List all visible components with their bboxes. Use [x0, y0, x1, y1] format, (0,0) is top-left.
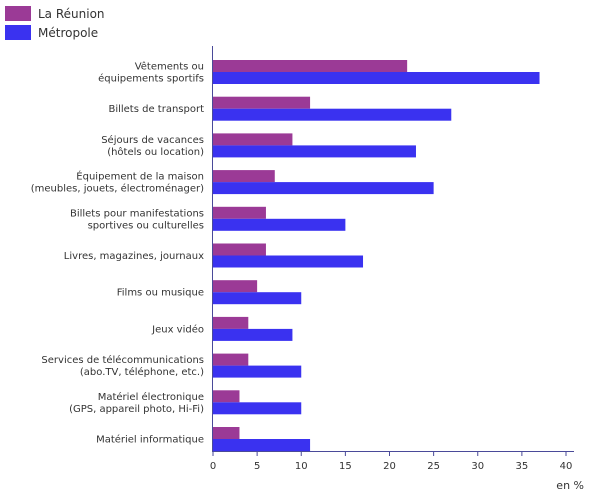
legend-label-metropole: Métropole: [38, 26, 98, 40]
category-label: Billets de transport: [108, 104, 204, 115]
x-tick-label: 40: [560, 461, 573, 472]
category-label: (abo.TV, téléphone, etc.): [80, 366, 204, 378]
bar-la-reunion-10: [213, 390, 240, 403]
category-label: (hôtels ou location): [107, 146, 204, 158]
bar-metropole-3: [213, 145, 416, 158]
bar-la-reunion-6: [213, 243, 266, 256]
x-tick-label: 30: [471, 461, 484, 472]
category-label: sportives ou culturelles: [88, 220, 204, 231]
legend-swatch-metropole: [5, 25, 31, 40]
legend: La Réunion Métropole: [5, 6, 105, 40]
x-tick-label: 0: [210, 461, 216, 472]
category-label: Jeux vidéo: [151, 323, 204, 335]
bar-la-reunion-7: [213, 280, 258, 293]
bar-metropole-8: [213, 328, 293, 341]
bar-metropole-6: [213, 255, 364, 268]
bar-la-reunion-1: [213, 60, 408, 72]
bars: [213, 60, 540, 451]
bar-la-reunion-4: [213, 170, 275, 183]
legend-swatch-la-reunion: [5, 6, 31, 21]
bar-la-reunion-3: [213, 133, 293, 146]
bar-metropole-1: [213, 72, 540, 84]
category-label: (meubles, jouets, électroménager): [31, 183, 204, 195]
category-label: Films ou musique: [117, 288, 204, 299]
x-axis-unit-label: en %: [556, 479, 584, 492]
category-label: Services de télécommunications: [41, 354, 204, 366]
bar-la-reunion-2: [213, 96, 311, 109]
bar-metropole-7: [213, 292, 302, 305]
category-label: Matériel informatique: [96, 434, 204, 446]
x-tick-label: 35: [516, 461, 529, 472]
category-label: Séjours de vacances: [101, 134, 204, 146]
category-label: Billets pour manifestations: [70, 208, 204, 219]
category-label: Équipement de la maison: [76, 170, 204, 183]
bar-metropole-9: [213, 365, 302, 378]
bar-metropole-2: [213, 108, 452, 121]
x-tick-label: 5: [254, 461, 260, 472]
x-tick-label: 10: [295, 461, 308, 472]
category-label: (GPS, appareil photo, Hi-Fi): [69, 404, 204, 415]
bar-metropole-5: [213, 218, 346, 231]
bar-la-reunion-11: [213, 427, 240, 439]
bar-metropole-4: [213, 182, 434, 195]
bar-la-reunion-9: [213, 353, 249, 366]
bar-metropole-11: [213, 439, 311, 451]
category-label: Livres, magazines, journaux: [64, 251, 204, 262]
category-label: équipements sportifs: [98, 73, 204, 85]
bar-la-reunion-5: [213, 206, 266, 219]
x-ticks: 0 5 10 15 20 25 30 35 40: [210, 452, 573, 472]
category-label: Vêtements ou: [135, 61, 204, 73]
x-tick-label: 20: [383, 461, 396, 472]
x-tick-label: 15: [339, 461, 352, 472]
axes: [212, 46, 574, 452]
category-label: Matériel électronique: [98, 391, 204, 403]
bar-metropole-10: [213, 402, 302, 415]
bar-la-reunion-8: [213, 316, 249, 329]
x-tick-label: 25: [427, 461, 440, 472]
legend-label-la-reunion: La Réunion: [38, 7, 105, 21]
